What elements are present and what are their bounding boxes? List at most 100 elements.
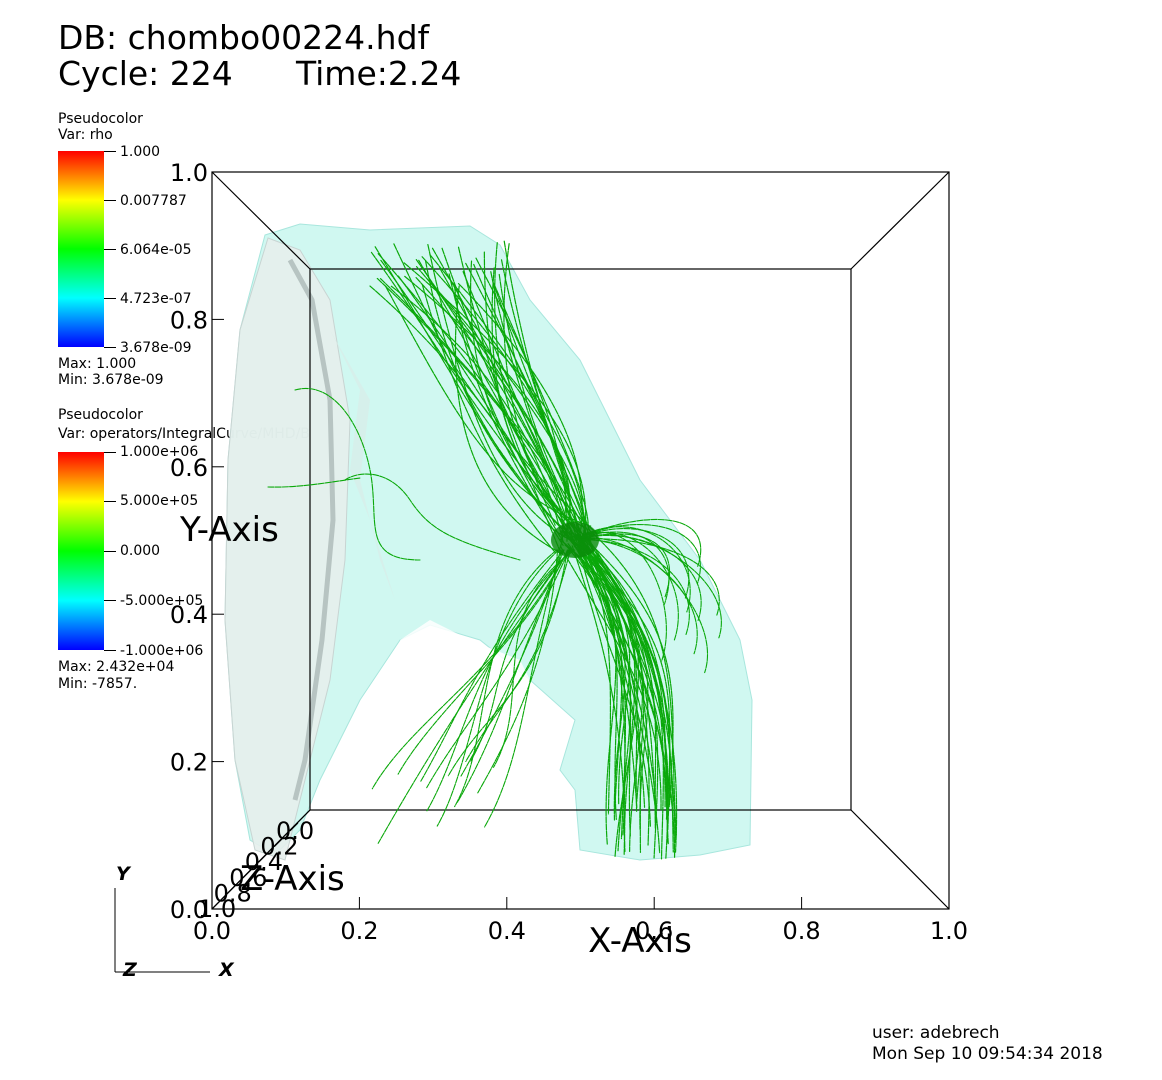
- z-tick-label: 0.8: [214, 879, 252, 907]
- z-tick-label: 0.4: [245, 848, 283, 876]
- streamline: [390, 285, 565, 544]
- x-tick-label: 0.0: [193, 917, 231, 945]
- y-axis-title: Y-Axis: [179, 510, 279, 550]
- x-tick-label: 0.2: [340, 917, 378, 945]
- legend-b-tick-label: -5.000e+05: [120, 593, 204, 609]
- y-tick-label: 0.4: [170, 601, 208, 629]
- streamline: [457, 549, 565, 803]
- x-tick-label: 1.0: [930, 917, 968, 945]
- streamline: [377, 549, 570, 844]
- bounding-box-back: [309, 268, 852, 811]
- streamline: [563, 541, 671, 831]
- legend-b-tick-label: 0.000: [120, 543, 161, 559]
- bounding-box-front: [211, 171, 950, 910]
- streamlines: [267, 240, 722, 860]
- cycle-time-line: Cycle: 224 Time:2.24: [58, 54, 461, 93]
- y-tick-label: 0.8: [170, 306, 208, 334]
- streamline: [454, 549, 558, 808]
- legend-rho-tick-label: 6.064e-05: [120, 242, 192, 258]
- legend-rho-max: Max: 1.000: [58, 356, 137, 372]
- x-axis-title: X-Axis: [588, 921, 692, 961]
- legend-b-plot-type: Pseudocolor: [58, 407, 143, 423]
- y-tick-label: 0.2: [170, 749, 208, 777]
- streamline: [575, 534, 644, 852]
- streamline: [573, 536, 638, 809]
- streamline: [580, 543, 617, 845]
- legend-b-tick-label: 5.000e+05: [120, 493, 199, 509]
- legend-rho-tick: [104, 298, 116, 299]
- streamline: [431, 247, 579, 541]
- streamline: [578, 548, 651, 827]
- user-label: user: adebrech: [872, 1023, 1000, 1043]
- legend-b-tick: [104, 650, 116, 651]
- streamline: [576, 533, 664, 860]
- streamline: [404, 275, 571, 538]
- streamline: [574, 526, 691, 613]
- legend-b-tick: [104, 600, 116, 601]
- z-tick-label: 0.2: [260, 833, 298, 861]
- orientation-triad: Y Z X: [114, 863, 235, 981]
- legend-rho-colorbar: [58, 151, 104, 347]
- streamline: [457, 283, 583, 530]
- streamline: [426, 549, 572, 812]
- streamline: [589, 530, 677, 836]
- surface-edge: [287, 258, 336, 801]
- y-tick-label: 0.6: [170, 454, 208, 482]
- streamline: [574, 538, 720, 617]
- legend-rho-tick: [104, 347, 116, 348]
- legend-b-tick: [104, 551, 116, 552]
- streamline: [436, 549, 560, 827]
- streamline: [559, 545, 662, 812]
- streamline: [492, 549, 576, 768]
- streamline: [584, 537, 674, 807]
- streamline: [574, 519, 702, 567]
- surface-left-lobe: [224, 237, 351, 861]
- x-tick-label: 0.8: [783, 917, 821, 945]
- axes: 0.0 0.2 0.4 0.6 0.8 1.00.00.20.40.60.81.01.00…: [170, 159, 968, 961]
- legend-rho-tick-label: 3.678e-09: [120, 340, 192, 356]
- streamline: [418, 259, 579, 548]
- legend-rho-tick-label: 4.723e-07: [120, 291, 192, 307]
- streamline: [415, 265, 592, 540]
- streamline: [503, 243, 556, 526]
- bounding-box-edge: [850, 171, 950, 270]
- streamline: [584, 534, 657, 825]
- z-axis-line: [211, 809, 311, 910]
- cycle-label: Cycle: 224: [58, 54, 233, 93]
- streamline: [575, 548, 668, 819]
- surface-hole: [400, 620, 540, 720]
- x-tick-label: 0.6: [635, 917, 673, 945]
- triad-y-label: Y: [116, 863, 132, 885]
- time-label: Time:2.24: [296, 54, 462, 93]
- legend-rho-variable: Var: rho: [58, 127, 113, 143]
- database-title: DB: chombo00224.hdf: [58, 18, 430, 57]
- streamline: [384, 285, 592, 527]
- triad-x-label: X: [218, 959, 235, 981]
- streamline: [571, 545, 626, 855]
- streamline: [454, 285, 564, 555]
- streamline: [267, 477, 361, 488]
- z-tick-label: 0.6: [229, 864, 267, 892]
- legend-b-tick: [104, 501, 116, 502]
- legend-b-tick: [104, 452, 116, 453]
- streamline: [484, 549, 562, 828]
- triad-z-label: Z: [122, 959, 138, 981]
- legend-rho-tick: [104, 200, 116, 201]
- legend-b-max: Max: 2.432e+04: [58, 659, 175, 675]
- streamline: [403, 262, 587, 549]
- streamline: [580, 541, 659, 859]
- streamline: [574, 534, 722, 639]
- streamline-knot: [551, 522, 599, 558]
- y-tick-label: 1.0: [170, 159, 208, 187]
- bounding-box-edge: [850, 809, 950, 910]
- legend-rho-min: Min: 3.678e-09: [58, 372, 164, 388]
- legend-rho-plot-type: Pseudocolor: [58, 111, 143, 127]
- date-label: Mon Sep 10 09:54:34 2018: [872, 1044, 1103, 1064]
- z-axis-title: Z-Axis: [240, 859, 345, 899]
- legend-rho-tick-label: 0.007787: [120, 193, 187, 209]
- legend-rho-tick: [104, 151, 116, 152]
- x-tick-label: 0.4: [488, 917, 526, 945]
- streamline: [454, 286, 564, 546]
- streamline: [420, 549, 565, 782]
- legend-b-tick-label: 1.000e+06: [120, 444, 199, 460]
